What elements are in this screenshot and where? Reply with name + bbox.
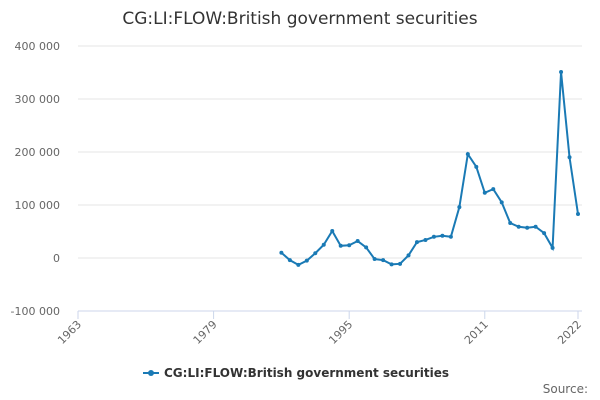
point — [330, 228, 335, 233]
point — [406, 253, 411, 258]
point — [431, 234, 436, 239]
point — [474, 164, 479, 169]
point — [313, 251, 318, 256]
point — [372, 257, 377, 262]
point — [465, 152, 470, 157]
y-tick-label: -100 000 — [11, 305, 60, 318]
point — [414, 240, 419, 245]
point — [448, 234, 453, 239]
point — [559, 69, 564, 74]
chart-title: CG:LI:FLOW:British government securities — [122, 9, 477, 29]
point — [542, 231, 547, 236]
point — [516, 224, 521, 229]
legend-label: CG:LI:FLOW:British government securities — [164, 366, 449, 380]
y-tick-label: 200 000 — [15, 146, 61, 159]
point — [508, 221, 513, 226]
point — [321, 242, 326, 247]
x-tick-label: 2011 — [462, 318, 491, 347]
point — [567, 155, 572, 160]
point — [457, 205, 462, 210]
point — [296, 262, 301, 267]
point — [279, 250, 284, 255]
point — [355, 239, 360, 244]
point — [364, 245, 369, 250]
x-tick-label: 1963 — [55, 318, 84, 347]
point — [398, 261, 403, 266]
point — [550, 245, 555, 250]
point — [347, 243, 352, 248]
point — [491, 187, 496, 192]
point — [287, 258, 292, 263]
y-tick-label: 300 000 — [15, 93, 61, 106]
point — [381, 258, 386, 263]
point — [389, 262, 394, 267]
source-label: Source: — [543, 382, 588, 396]
point — [338, 243, 343, 248]
x-tick-label: 1995 — [326, 318, 355, 347]
point — [440, 233, 445, 238]
y-tick-label: 100 000 — [15, 199, 61, 212]
point — [576, 212, 580, 217]
point — [423, 237, 428, 242]
legend-swatch-dot — [148, 370, 154, 376]
x-tick-label: 2022 — [555, 318, 584, 347]
point — [533, 224, 538, 229]
point — [304, 258, 309, 263]
point — [482, 190, 487, 195]
line — [280, 71, 579, 267]
x-tick-label: 1979 — [191, 318, 220, 347]
point — [525, 225, 530, 230]
y-tick-label: 0 — [53, 252, 60, 265]
y-tick-label: 400 000 — [15, 40, 61, 53]
point — [499, 200, 504, 205]
